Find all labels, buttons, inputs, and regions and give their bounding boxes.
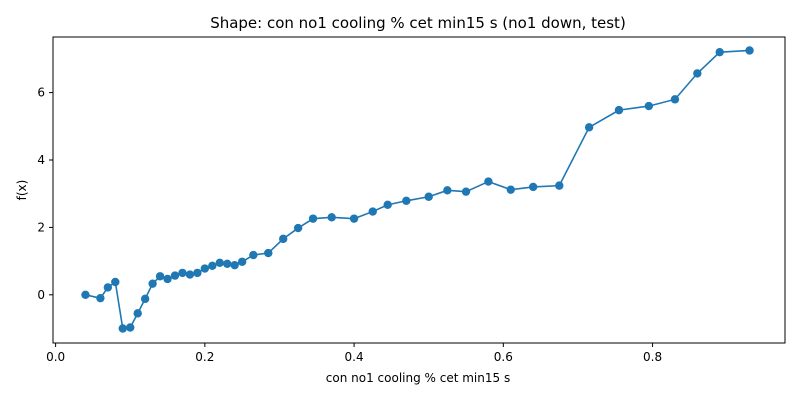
data-point [170,271,180,280]
data-point [185,270,195,279]
data-point [200,264,210,273]
data-point [118,324,127,333]
data-point [193,268,202,278]
data-point [715,47,724,57]
data-point [308,214,318,223]
data-point [223,259,232,269]
x-tick-label: 0.8 [643,350,662,364]
x-axis-label: con no1 cooling % cet min15 s [326,371,510,385]
data-point [140,294,150,304]
data-point [670,95,680,104]
data-point [614,105,624,115]
data-point [368,207,377,216]
data-point [349,214,359,223]
chart-title: Shape: con no1 cooling % cet min15 s (no… [210,14,626,32]
x-tick-label: 0.4 [345,350,364,364]
data-point [230,260,239,270]
data-point [424,192,433,201]
data-point [178,268,187,278]
data-point [111,277,120,287]
data-point [644,101,654,111]
x-tick-label: 0.0 [46,350,65,364]
data-point [506,185,515,194]
data-point [215,258,224,267]
axes-frame [52,36,786,344]
data-point [237,257,247,266]
data-point [484,177,493,186]
y-tick-label: 0 [37,288,45,302]
data-point [148,279,157,288]
data-point [208,261,217,271]
data-point [584,123,594,132]
y-tick-label: 2 [37,220,45,234]
data-point [264,248,273,258]
data-point [528,182,538,192]
data-point [81,290,90,300]
y-tick-label: 4 [37,153,45,167]
data-point [293,223,303,233]
data-point [103,283,113,292]
data-point [383,200,392,210]
data-point [443,186,452,195]
data-point [155,272,165,281]
data-point [126,323,135,332]
data-point [555,181,564,190]
data-point [133,309,142,318]
y-axis-label: f(x) [15,180,29,201]
data-point [163,274,172,284]
x-tick-label: 0.2 [195,350,214,364]
data-point [249,250,258,260]
series-line [85,49,750,330]
plot-area: 0.0 0.2 0.4 0.6 0.8 0 2 4 6 [37,36,786,364]
data-point [278,234,288,244]
y-tick-label: 6 [37,86,45,100]
x-tick-label: 0.6 [494,350,513,364]
data-point [693,69,702,78]
data-point [327,213,336,222]
data-point [461,187,471,196]
data-point [745,46,754,55]
data-point [96,293,105,303]
data-point [402,196,411,205]
